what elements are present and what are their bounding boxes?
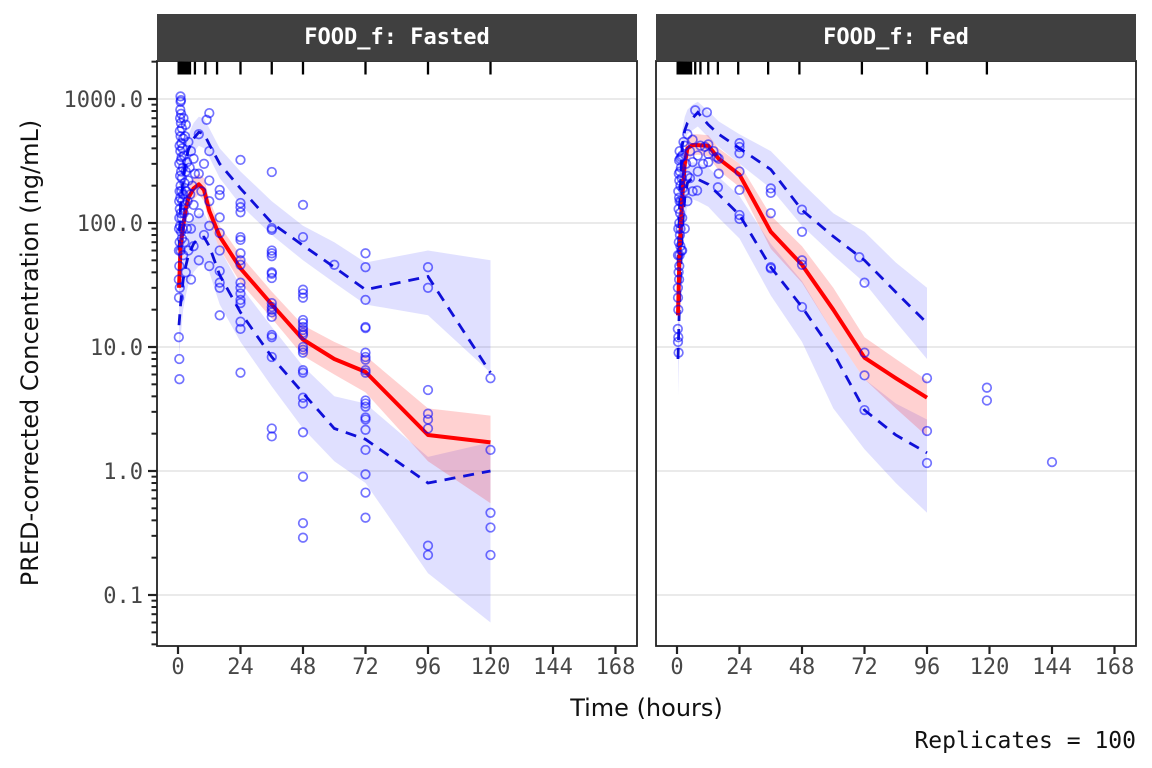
svg-text:24: 24 <box>726 655 753 680</box>
x-axis-title: Time (hours) <box>570 694 723 722</box>
svg-text:1.0: 1.0 <box>103 460 143 485</box>
svg-text:72: 72 <box>851 655 878 680</box>
svg-text:10.0: 10.0 <box>90 336 143 361</box>
facet-label-fed: FOOD_f: Fed <box>823 25 969 50</box>
svg-text:0: 0 <box>171 655 184 680</box>
svg-text:0: 0 <box>670 655 683 680</box>
svg-text:144: 144 <box>1032 655 1072 680</box>
facet-strip-fed: FOOD_f: Fed <box>656 14 1136 61</box>
panel-fed <box>672 61 1058 513</box>
svg-text:72: 72 <box>352 655 379 680</box>
panel-fasted <box>173 61 496 623</box>
p95-line <box>676 110 928 325</box>
facet-label-fasted: FOOD_f: Fasted <box>304 25 490 50</box>
svg-text:96: 96 <box>415 655 442 680</box>
svg-text:48: 48 <box>789 655 816 680</box>
replicates-note: Replicates = 100 <box>914 728 1136 754</box>
facet-strip-fasted: FOOD_f: Fasted <box>157 14 637 61</box>
svg-text:96: 96 <box>914 655 941 680</box>
svg-text:120: 120 <box>970 655 1010 680</box>
svg-text:1000.0: 1000.0 <box>64 88 143 113</box>
svg-text:24: 24 <box>227 655 254 680</box>
svg-text:168: 168 <box>596 655 636 680</box>
svg-text:168: 168 <box>1095 655 1135 680</box>
svg-text:144: 144 <box>533 655 573 680</box>
panel-border <box>156 60 638 647</box>
svg-text:48: 48 <box>290 655 317 680</box>
y-axis-title: PRED-corrected Concentration (ng/mL) <box>16 119 44 587</box>
panel-border <box>655 60 1137 647</box>
svg-text:120: 120 <box>471 655 511 680</box>
svg-text:100.0: 100.0 <box>77 212 143 237</box>
p5-line <box>676 176 928 455</box>
svg-text:0.1: 0.1 <box>103 584 143 609</box>
